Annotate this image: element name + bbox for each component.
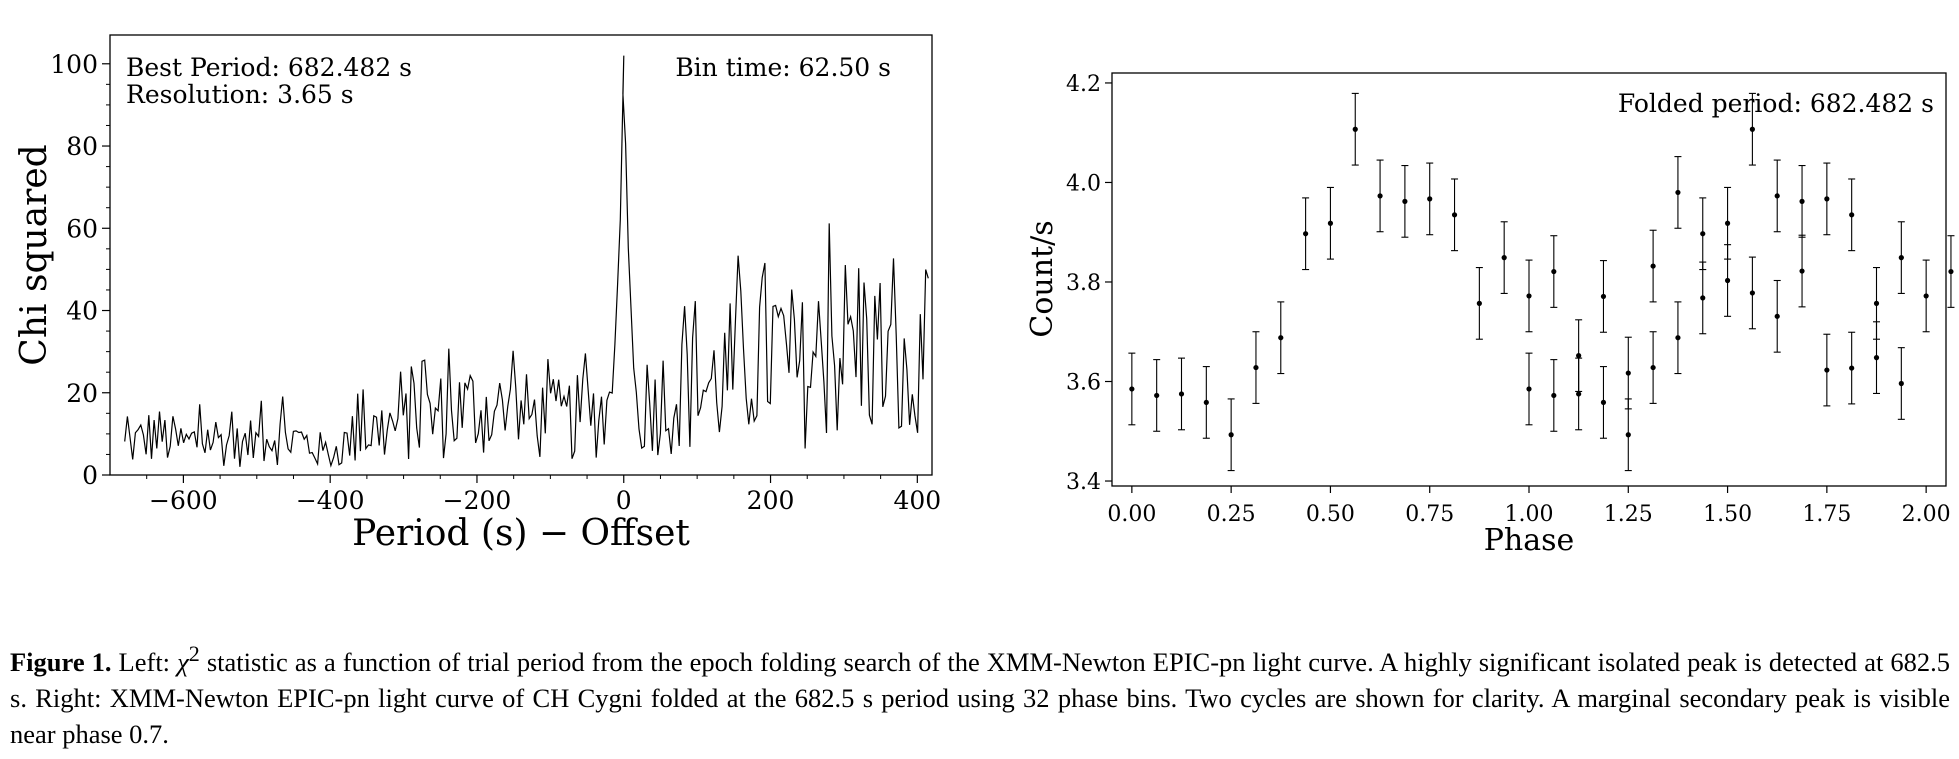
data-point	[1675, 335, 1681, 341]
data-point	[1824, 196, 1830, 202]
chi-squared-line	[124, 55, 929, 468]
data-point	[1427, 196, 1433, 202]
right-y-tick-label: 4.2	[1066, 72, 1101, 97]
folded-period-annotation: Folded period: 682.482 s	[1618, 89, 1934, 118]
caption-superscript: 2	[188, 641, 200, 666]
data-point	[1451, 212, 1458, 218]
data-point	[1675, 189, 1681, 196]
left-x-tick-label: 200	[747, 486, 795, 515]
data-point	[1600, 399, 1607, 406]
data-point	[1948, 268, 1954, 275]
left-x-tick-label: −600	[149, 486, 218, 515]
right-y-tick-label: 3.6	[1066, 371, 1101, 396]
data-point	[1650, 364, 1656, 371]
data-point	[1650, 263, 1656, 269]
data-point	[1824, 367, 1830, 373]
data-point	[1352, 126, 1358, 132]
data-point	[1551, 268, 1557, 275]
data-point	[1724, 220, 1731, 226]
data-point	[1774, 193, 1780, 199]
data-point	[1476, 300, 1482, 306]
left-x-tick-label: 400	[893, 486, 941, 515]
right-x-tick-label: 1.25	[1604, 502, 1653, 527]
data-point	[1923, 293, 1929, 299]
data-point	[1799, 198, 1805, 204]
right-y-tick-label: 3.8	[1066, 271, 1101, 296]
best-period-annotation: Best Period: 682.482 s	[126, 53, 412, 82]
data-point	[1849, 212, 1855, 218]
right-panel: 0.00 0.25 0.50 0.75 1.00 1.25 1.50 1.75 2.00 3.4 3…	[1025, 72, 1955, 558]
right-x-tick-label: 0.25	[1207, 502, 1256, 527]
data-point	[1129, 386, 1135, 392]
resolution-annotation: Resolution: 3.65 s	[126, 80, 354, 109]
right-axis-ticks: 0.00 0.25 0.50 0.75 1.00 1.25 1.50 1.75 2.00 3.4 3…	[1066, 72, 1951, 527]
right-y-tick-label: 3.4	[1066, 470, 1101, 495]
data-point	[1774, 313, 1780, 319]
data-point	[1700, 295, 1706, 301]
data-point	[1526, 386, 1532, 392]
data-point	[1898, 255, 1904, 261]
left-y-tick-label: 20	[66, 379, 98, 408]
data-point	[1253, 364, 1259, 371]
left-plot-frame	[109, 34, 933, 476]
caption-text-1: Left:	[111, 646, 178, 677]
bin-time-annotation: Bin time: 62.50 s	[675, 53, 891, 82]
data-point	[1402, 198, 1408, 204]
data-point	[1625, 370, 1631, 376]
left-x-tick-label: −200	[443, 486, 512, 515]
data-point	[1303, 231, 1309, 237]
right-x-tick-label: 0.75	[1405, 502, 1454, 527]
data-point	[1749, 290, 1755, 296]
left-y-tick-label: 60	[66, 214, 98, 243]
figure-charts: −600 −400 −200 0 200 400 0 20 40 60 80 100 Best Per…	[14, 34, 1955, 558]
data-point	[1278, 335, 1284, 341]
data-point	[1178, 391, 1185, 397]
left-x-tick-label: 0	[616, 486, 632, 515]
data-point	[1873, 355, 1880, 361]
data-point	[1228, 432, 1234, 438]
data-point	[1898, 380, 1904, 387]
right-x-tick-label: 0.50	[1306, 502, 1355, 527]
data-point	[1501, 255, 1507, 261]
left-y-tick-label: 0	[82, 461, 98, 490]
right-x-tick-label: 0.00	[1107, 502, 1156, 527]
data-point	[1799, 268, 1805, 274]
caption-chi-symbol: χ	[177, 646, 189, 677]
data-point	[1625, 432, 1631, 438]
caption-text-2: statistic as a function of trial period …	[10, 646, 1950, 749]
left-y-tick-label: 100	[50, 50, 98, 79]
left-y-tick-label: 40	[66, 297, 98, 326]
left-x-tick-label: −400	[296, 486, 365, 515]
data-point	[1724, 277, 1731, 284]
data-point	[1154, 392, 1160, 399]
data-point	[1700, 231, 1706, 237]
data-point	[1551, 392, 1557, 399]
right-x-tick-label: 1.75	[1802, 502, 1851, 527]
data-point	[1576, 353, 1582, 359]
data-point	[1576, 391, 1582, 397]
left-y-tick-label: 80	[66, 132, 98, 161]
data-point	[1749, 126, 1755, 132]
data-point	[1377, 193, 1383, 199]
data-point	[1203, 399, 1209, 406]
right-x-tick-label: 1.50	[1703, 502, 1752, 527]
right-y-axis-label: Count/s	[1025, 220, 1060, 337]
data-point	[1873, 300, 1880, 306]
right-x-axis-label: Phase	[1484, 523, 1575, 558]
right-y-tick-label: 4.0	[1066, 171, 1101, 196]
left-y-axis-label: Chi squared	[14, 144, 55, 365]
left-panel: −600 −400 −200 0 200 400 0 20 40 60 80 100 Best Per…	[14, 34, 941, 554]
data-point	[1849, 365, 1855, 371]
left-x-axis-label: Period (s) − Offset	[352, 513, 690, 554]
data-point	[1526, 293, 1532, 299]
right-x-tick-label: 2.00	[1902, 502, 1951, 527]
data-point	[1600, 293, 1607, 300]
data-point	[1327, 220, 1334, 226]
left-axis-ticks: −600 −400 −200 0 200 400 0 20 40 60 80 100	[50, 50, 941, 515]
folded-points	[1128, 92, 1955, 472]
figure-caption: Figure 1. Left: χ2 statistic as a functi…	[10, 636, 1950, 752]
right-x-tick-label: 1.00	[1505, 502, 1554, 527]
caption-label: Figure 1.	[10, 646, 112, 677]
